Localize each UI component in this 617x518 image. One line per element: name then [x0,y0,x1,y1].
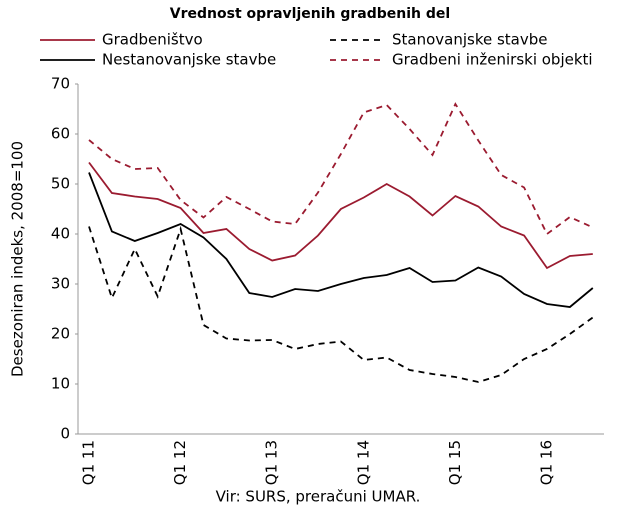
series-line [88,172,594,308]
x-tick-label: Q1 13 [263,440,281,485]
y-tick-label: 0 [60,425,70,443]
x-tick-label: Q1 11 [80,440,98,485]
x-tick-label: Q1 14 [354,440,372,485]
legend-label: Gradbeni inženirski objekti [392,51,593,69]
y-tick-label: 20 [51,325,70,343]
chart-title: Vrednost opravljenih gradbenih del [170,6,450,22]
y-tick-label: 50 [51,175,70,193]
series-line [88,225,594,383]
y-tick-label: 40 [51,225,70,243]
legend-label: Gradbeništvo [102,31,203,49]
series-line [88,102,594,236]
x-tick-label: Q1 12 [171,440,189,485]
y-tick-label: 30 [51,275,70,293]
series-line [88,161,593,270]
legend-label: Stanovanjske stavbe [392,31,548,49]
y-tick-label: 70 [51,75,70,93]
x-tick-label: Q1 15 [446,440,464,485]
y-tick-label: 10 [51,375,70,393]
x-tick-label: Q1 16 [538,440,556,485]
y-tick-label: 60 [51,125,70,143]
legend-label: Nestanovanjske stavbe [102,51,276,69]
y-axis-label: Desezoniran indeks, 2008=100 [9,141,27,377]
source: Vir: SURS, preračuni UMAR. [216,488,421,506]
